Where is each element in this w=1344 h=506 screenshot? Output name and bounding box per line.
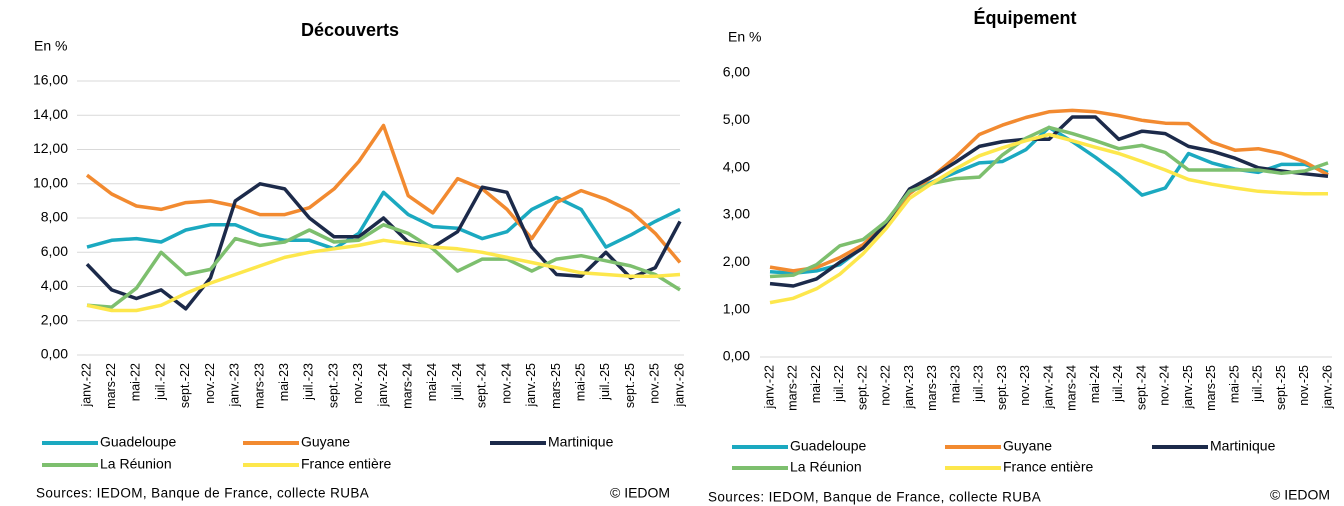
x-tick-label: nov.-22 [879,365,893,406]
chart-title: Équipement [973,7,1076,28]
x-tick-label: juil.-25 [598,363,612,401]
x-tick-label: mars-22 [786,365,800,411]
source: Sources: IEDOM, Banque de France, collec… [708,490,1041,505]
x-tick-label: mars-23 [925,365,939,411]
legend-label: Guadeloupe [100,434,177,450]
x-tick-label: janv.-24 [376,363,390,408]
x-tick-label: mai-23 [277,363,291,401]
x-tick-label: nov.-25 [1297,365,1311,406]
x-tick-label: juil.-22 [832,365,846,403]
x-tick-label: janv.-24 [1041,365,1055,410]
series-line [86,190,681,251]
legend-label: Guyane [301,434,350,450]
legend-label: Guadeloupe [790,438,867,454]
x-tick-label: mai-24 [1088,365,1102,403]
x-tick-label: juil.-24 [450,363,464,401]
copyright: © IEDOM [1270,487,1330,503]
x-tick-label: mars-24 [401,363,415,409]
series-line [769,125,1329,279]
y-tick-label: 16,00 [33,72,68,88]
x-tick-label: sept.-24 [475,363,489,408]
y-tick-label: 2,00 [41,311,68,327]
x-tick-label: juil.-25 [1251,365,1265,403]
x-tick-label: sept.-24 [1134,365,1148,410]
y-tick-label: 1,00 [723,300,750,316]
y-tick-label: 0,00 [723,348,750,364]
source: Sources: IEDOM, Banque de France, collec… [36,486,369,501]
x-tick-label: janv.-22 [79,363,93,408]
y-tick-label: 0,00 [41,346,68,362]
x-tick-label: janv.-25 [1181,365,1195,410]
series-line [85,123,682,264]
x-tick-label: janv.-22 [762,365,776,410]
x-tick-label: nov.-22 [203,363,217,404]
series-line [769,115,1329,288]
y-tick-label: 2,00 [723,253,750,269]
x-tick-label: juil.-23 [972,365,986,403]
x-tick-label: nov.-24 [499,363,513,404]
x-tick-label: janv.-23 [902,365,916,410]
x-tick-label: sept.-22 [855,365,869,410]
x-tick-label: sept.-22 [178,363,192,408]
x-tick-label: nov.-23 [1018,365,1032,406]
x-tick-label: mai-24 [425,363,439,401]
legend-label: Martinique [548,434,614,450]
y-tick-label: 8,00 [41,209,68,225]
x-tick-label: mai-25 [1227,365,1241,403]
x-tick-label: sept.-25 [1274,365,1288,410]
legend-label: Martinique [1210,438,1276,454]
chart-title: Découverts [301,20,399,40]
x-tick-label: sept.-23 [995,365,1009,410]
x-tick-label: nov.-23 [351,363,365,404]
x-tick-label: mai-23 [948,365,962,403]
x-tick-label: janv.-26 [1320,365,1334,410]
y-tick-label: 4,00 [723,158,750,174]
x-tick-label: nov.-25 [648,363,662,404]
legend-label: France entière [301,456,391,472]
x-tick-label: juil.-24 [1111,365,1125,403]
x-tick-label: mars-23 [252,363,266,409]
series-line [85,182,682,311]
x-tick-label: mai-22 [129,363,143,401]
y-tick-label: 14,00 [33,106,68,122]
y-tick-label: 12,00 [33,140,68,156]
y-axis-unit: En % [34,38,67,54]
x-tick-label: sept.-23 [326,363,340,408]
x-tick-label: mars-25 [1204,365,1218,411]
legend-label: France entière [1003,459,1093,475]
series-line [769,132,1328,305]
x-tick-label: sept.-25 [623,363,637,408]
x-tick-label: mai-22 [809,365,823,403]
y-tick-label: 6,00 [41,243,68,259]
x-tick-label: nov.-24 [1158,365,1172,406]
x-tick-label: juil.-23 [302,363,316,401]
legend-label: La Réunion [790,459,862,475]
y-tick-label: 6,00 [723,64,750,80]
series-line [769,108,1329,273]
series-line [86,238,681,313]
x-tick-label: mars-25 [549,363,563,409]
x-tick-label: mars-24 [1065,365,1079,411]
legend-label: La Réunion [100,456,172,472]
x-tick-label: juil.-22 [153,363,167,401]
y-tick-label: 5,00 [723,111,750,127]
x-tick-label: mars-22 [104,363,118,409]
y-tick-label: 3,00 [723,206,750,222]
y-tick-label: 10,00 [33,174,68,190]
x-tick-label: janv.-23 [228,363,242,408]
x-tick-label: janv.-26 [672,363,686,408]
x-tick-label: janv.-25 [524,363,538,408]
y-axis-unit: En % [728,29,761,45]
y-tick-label: 4,00 [41,277,68,293]
x-tick-label: mai-25 [573,363,587,401]
legend-label: Guyane [1003,438,1052,454]
copyright: © IEDOM [610,485,670,501]
series-line [86,223,681,309]
